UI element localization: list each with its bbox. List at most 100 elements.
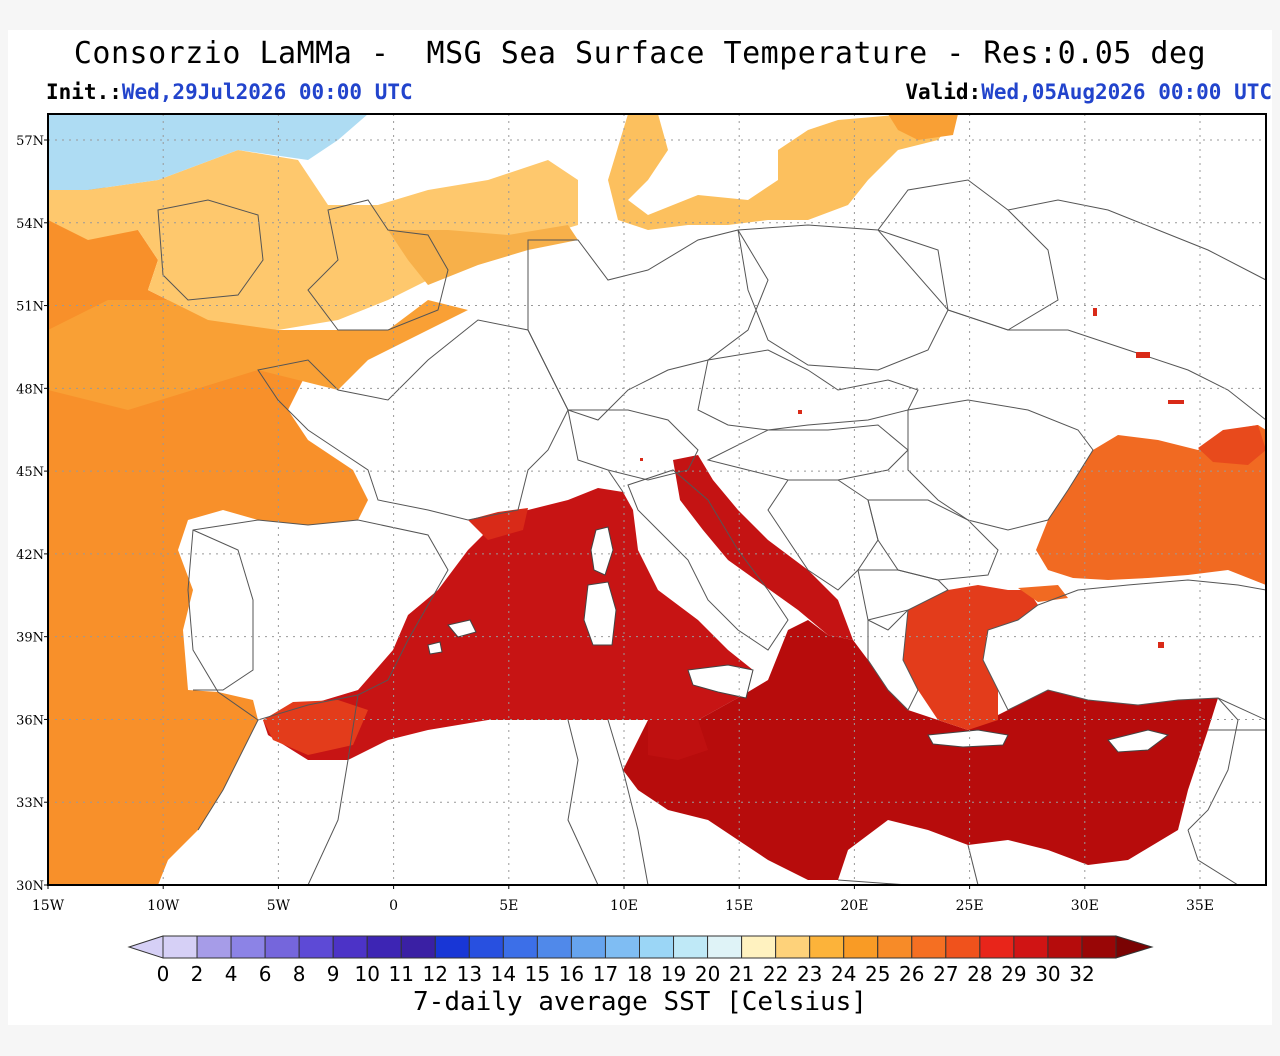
colorbar-swatch: [639, 935, 675, 959]
colorbar-swatch: [502, 935, 538, 959]
colorbar-tick-label: 30: [1035, 962, 1060, 986]
lat-tick-label: 45N: [16, 465, 44, 480]
lat-tick-label: 42N: [16, 548, 44, 563]
lat-tick-label: 54N: [16, 217, 44, 232]
aegean-sea: [903, 585, 1038, 730]
gulf-of-bothnia: [888, 114, 958, 140]
crete-island: [927, 729, 1009, 748]
lon-tick-label: 10E: [610, 898, 638, 914]
lon-tick-label: 0: [389, 898, 398, 914]
colorbar-tick-label: 6: [259, 962, 272, 986]
atlantic-shelf-sea: [48, 150, 578, 330]
lat-tick-label: 57N: [16, 134, 44, 149]
colorbar-swatch: [843, 935, 879, 959]
colorbar-tick-label: 26: [899, 962, 924, 986]
colorbar-tick-label: 23: [797, 962, 822, 986]
lat-tick-label: 33N: [16, 796, 44, 811]
colorbar-swatch: [536, 935, 572, 959]
colorbar-tick-label: 11: [389, 962, 414, 986]
init-time: Init.:Wed,29Jul2026 00:00 UTC: [46, 80, 413, 104]
country-borders: [157, 179, 1266, 885]
colorbar-tick-label: 15: [525, 962, 550, 986]
map-frame: [47, 113, 1267, 886]
lat-tick-label: 51N: [16, 300, 44, 315]
colorbar-tick-label: 24: [831, 962, 856, 986]
colorbar-swatch: [979, 935, 1015, 959]
colorbar-swatch: [264, 935, 300, 959]
gulf-of-lion: [468, 508, 528, 540]
colorbar-tick-label: 10: [354, 962, 379, 986]
baltic-sea: [608, 114, 958, 230]
colorbar-tick-label: 8: [293, 962, 306, 986]
lon-tick-label: 15E: [725, 898, 753, 914]
colorbar-swatch: [570, 935, 606, 959]
colorbar-swatch: [604, 935, 641, 959]
colorbar-swatch: [468, 935, 504, 959]
colorbar-tick-label: 18: [627, 962, 652, 986]
colorbar-swatch: [1081, 935, 1117, 959]
lat-tick-label: 48N: [16, 382, 44, 397]
colorbar-swatch: [1047, 935, 1083, 959]
sardinia-island: [583, 581, 617, 646]
figure-title: Consorzio LaMMa - MSG Sea Surface Temper…: [73, 36, 1207, 71]
colorbar-tick-label: 27: [933, 962, 958, 986]
cyprus-island: [1107, 729, 1170, 753]
colorbar-swatch: [673, 935, 709, 959]
colorbar-swatch: [230, 935, 266, 959]
valid-time: Valid:Wed,05Aug2026 00:00 UTC: [905, 80, 1272, 104]
inland-lakes: [640, 308, 1184, 648]
init-value: Wed,29Jul2026 00:00 UTC: [121, 80, 413, 104]
sst-map-figure: Consorzio LaMMa - MSG Sea Surface Temper…: [8, 30, 1272, 1025]
corsica-island: [590, 526, 614, 576]
sicily-island: [687, 664, 754, 699]
colorbar-swatch: [809, 935, 845, 959]
bay-of-biscay-sea: [48, 300, 468, 410]
colorbar-swatch: [945, 935, 981, 959]
lat-tick-label: 39N: [16, 631, 44, 646]
colorbar-title: 7-daily average SST [Celsius]: [413, 987, 867, 1017]
map-canvas: 57N 54N 51N 48N 45N 42N 39N 36N 33N 30N 15W 10W 5W 0…: [16, 113, 1267, 986]
colorbar-tick-label: 21: [729, 962, 754, 986]
colorbar-swatch: [434, 935, 470, 959]
colorbar-under-arrow: [127, 935, 164, 959]
colorbar-tick-label: 4: [225, 962, 238, 986]
graticule: [48, 114, 1266, 885]
colorbar-swatch: [877, 935, 913, 959]
colorbar-tick-label: 22: [763, 962, 788, 986]
sea-of-marmara: [1018, 585, 1068, 602]
lon-tick-label: 15W: [32, 898, 65, 914]
colorbar-tick-label: 29: [1001, 962, 1026, 986]
colorbar-swatch: [1013, 935, 1049, 959]
colorbar-tick-label: 12: [423, 962, 448, 986]
colorbar-swatch: [332, 935, 368, 959]
colorbar: 0 2 4 6 8 9 10 11 12 13 14 15 16 17 18 19 20 21 22 23 24 25 26…: [127, 935, 1154, 986]
init-label: Init.:: [46, 80, 122, 104]
colorbar-swatch: [707, 935, 743, 959]
lat-tick-label: 30N: [16, 879, 44, 894]
sea-of-azov: [1198, 425, 1266, 465]
lon-tick-label: 30E: [1071, 898, 1099, 914]
colorbar-tick-label: 17: [593, 962, 618, 986]
lon-tick-label: 20E: [840, 898, 868, 914]
lon-tick-label: 25E: [956, 898, 984, 914]
central-eastern-mediterranean-sea: [623, 620, 1218, 880]
colorbar-swatch: [196, 935, 232, 959]
colorbar-swatch: [911, 935, 947, 959]
latitude-tick-labels: 57N 54N 51N 48N 45N 42N 39N 36N 33N 30N: [16, 134, 48, 894]
lon-tick-label: 10W: [147, 898, 180, 914]
colorbar-tick-label: 13: [457, 962, 482, 986]
lon-tick-label: 5W: [267, 898, 291, 914]
western-mediterranean-sea: [263, 488, 753, 760]
adriatic-sea: [673, 455, 853, 640]
colorbar-swatch: [400, 935, 436, 959]
colorbar-over-arrow: [1115, 935, 1154, 959]
colorbar-swatch: [741, 935, 777, 959]
lon-tick-label: 35E: [1186, 898, 1214, 914]
valid-label: Valid:: [905, 80, 982, 104]
longitude-tick-labels: 15W 10W 5W 0 5E 10E 15E 20E 25E 30E 35E: [32, 885, 1214, 914]
colorbar-swatch: [366, 935, 402, 959]
colorbar-tick-label: 0: [157, 962, 170, 986]
colorbar-tick-label: 9: [327, 962, 340, 986]
lat-tick-label: 36N: [16, 713, 44, 728]
colorbar-tick-label: 28: [967, 962, 992, 986]
